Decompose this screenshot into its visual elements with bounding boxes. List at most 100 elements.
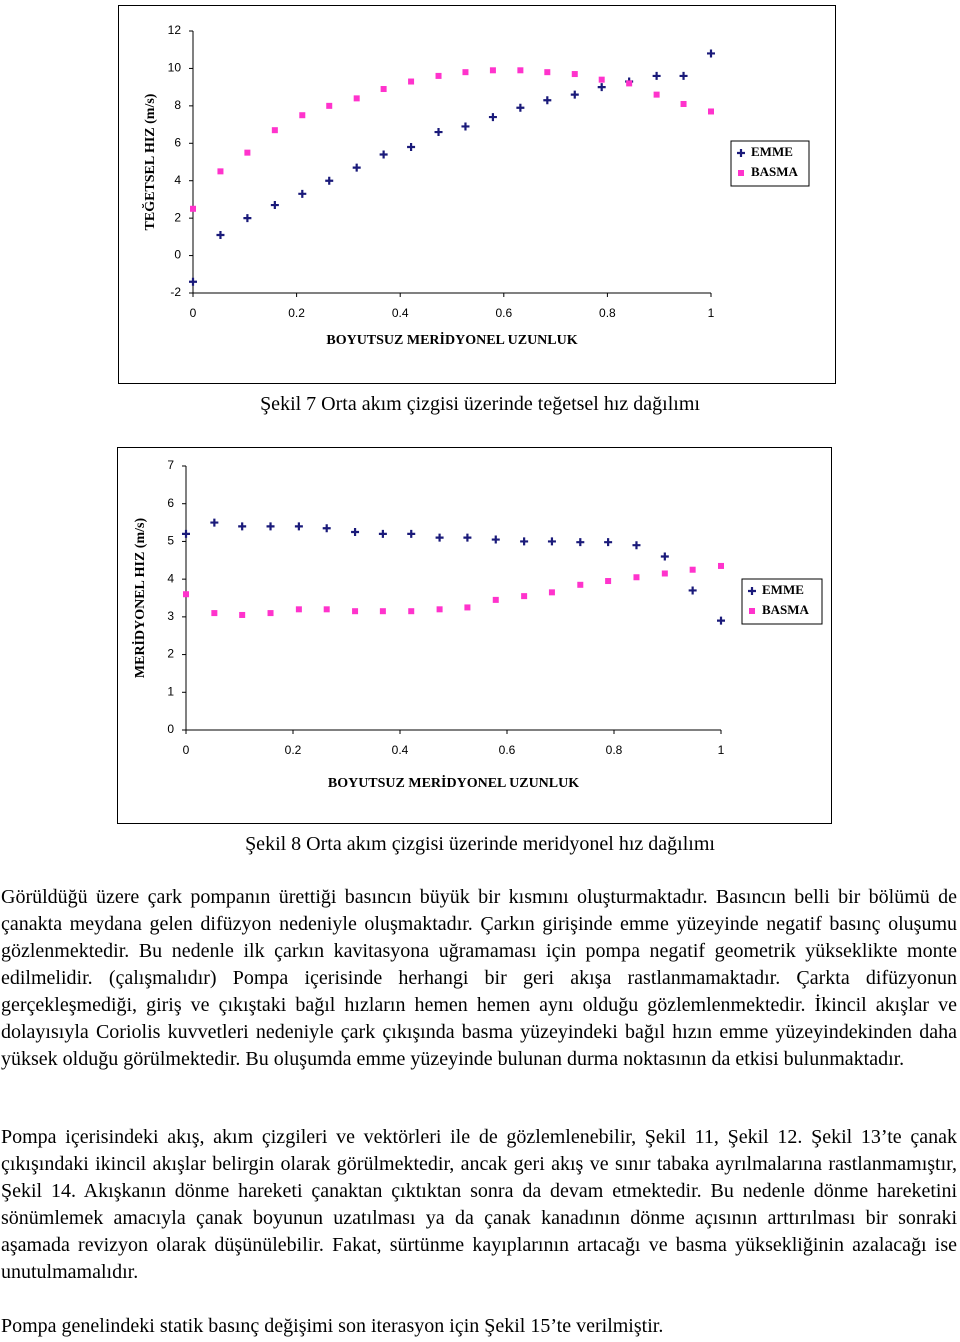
point: [521, 593, 528, 600]
x-tick-label: 1: [708, 306, 715, 320]
point: [434, 128, 443, 137]
point: [688, 586, 697, 595]
x-tick-label: 0.8: [606, 743, 623, 757]
legend-box: [741, 578, 823, 625]
point: [379, 608, 386, 615]
point: [577, 581, 584, 588]
point: [489, 67, 496, 74]
point: [295, 606, 302, 613]
point: [488, 113, 497, 122]
point: [183, 591, 189, 598]
y-tick-label: 6: [167, 496, 174, 510]
point: [491, 535, 500, 544]
point: [216, 230, 225, 239]
point: [548, 589, 555, 596]
point: [718, 562, 724, 569]
point: [352, 608, 359, 615]
figure-caption: Şekil 7 Orta akım çizgisi üzerinde teğet…: [260, 393, 700, 415]
point: [543, 96, 552, 105]
point: [680, 100, 687, 107]
point: [653, 91, 660, 98]
point: [708, 108, 714, 115]
point: [463, 533, 472, 542]
legend-marker: [738, 170, 744, 176]
paragraph: Görüldüğü üzere çark pompanın ürettiği b…: [1, 886, 957, 1070]
point: [217, 168, 224, 175]
legend-marker: [737, 149, 745, 157]
point: [326, 102, 333, 109]
point: [632, 541, 641, 550]
point: [378, 529, 387, 538]
point: [571, 71, 578, 78]
legend-marker: [749, 608, 755, 614]
point: [544, 69, 551, 76]
point: [689, 566, 696, 573]
point: [266, 522, 275, 531]
point: [576, 538, 585, 547]
point: [299, 112, 306, 119]
y-tick-label: 10: [168, 61, 182, 75]
point: [244, 149, 251, 156]
x-tick-label: 0.4: [392, 306, 409, 320]
legend-label: BASMA: [762, 602, 810, 617]
point: [270, 201, 279, 210]
y-tick-label: 3: [167, 609, 174, 623]
point: [520, 537, 529, 546]
point: [492, 596, 499, 603]
x-tick-label: 0.6: [499, 743, 516, 757]
y-tick-label: 4: [174, 173, 181, 187]
point: [238, 522, 247, 531]
paragraph: Pompa genelindeki statik basınç değişimi…: [1, 1315, 664, 1337]
point: [408, 608, 415, 615]
point: [707, 49, 715, 58]
chart: -2 0 2 4 6 8 10 12 0 0.2 0.4 0.6 0.8 1 BOYUTSUZ MERİDY…: [118, 5, 836, 384]
axis-title: MERİDYONEL HIZ (m/s): [131, 518, 148, 679]
point: [189, 277, 197, 286]
point: [436, 606, 443, 613]
y-tick-label: 6: [174, 135, 181, 149]
point: [239, 611, 246, 618]
point: [323, 606, 330, 613]
point: [243, 214, 252, 223]
point: [182, 529, 190, 538]
point: [661, 570, 668, 577]
point: [464, 604, 471, 611]
y-tick-label: 8: [174, 98, 181, 112]
chart: 0 1 2 3 4 5 6 7 0 0.2 0.4 0.6 0.8 1 BOYUTSUZ MERİDYONE…: [117, 447, 832, 824]
x-tick-label: 0.2: [288, 306, 305, 320]
point: [462, 69, 469, 76]
point: [652, 71, 661, 80]
x-tick-label: 1: [718, 743, 725, 757]
point: [407, 529, 416, 538]
legend-label: EMME: [751, 144, 793, 159]
point: [597, 83, 606, 92]
point: [516, 103, 525, 112]
point: [605, 578, 612, 585]
point: [408, 78, 415, 85]
point: [660, 552, 669, 561]
legend-label: EMME: [762, 582, 804, 597]
point: [322, 524, 331, 533]
point: [294, 522, 303, 531]
x-tick-label: 0: [183, 743, 190, 757]
legend-label: BASMA: [751, 164, 799, 179]
axis-title: TEĞETSEL HIZ (m/s): [141, 93, 158, 230]
y-tick-label: 0: [167, 722, 174, 736]
point: [352, 163, 361, 172]
point: [353, 95, 360, 102]
point: [407, 143, 416, 152]
point: [547, 537, 556, 546]
y-tick-label: 0: [174, 248, 181, 262]
x-tick-label: 0.6: [495, 306, 512, 320]
legend-marker: [748, 587, 756, 595]
point: [380, 86, 387, 93]
legend-box: [730, 140, 810, 187]
y-tick-label: 12: [168, 23, 182, 37]
y-tick-label: 2: [167, 647, 174, 661]
point: [325, 176, 334, 185]
y-tick-label: -2: [170, 285, 181, 299]
paragraph: Pompa içerisindeki akış, akım çizgileri …: [1, 1126, 957, 1283]
point: [604, 538, 613, 547]
point: [298, 189, 307, 198]
